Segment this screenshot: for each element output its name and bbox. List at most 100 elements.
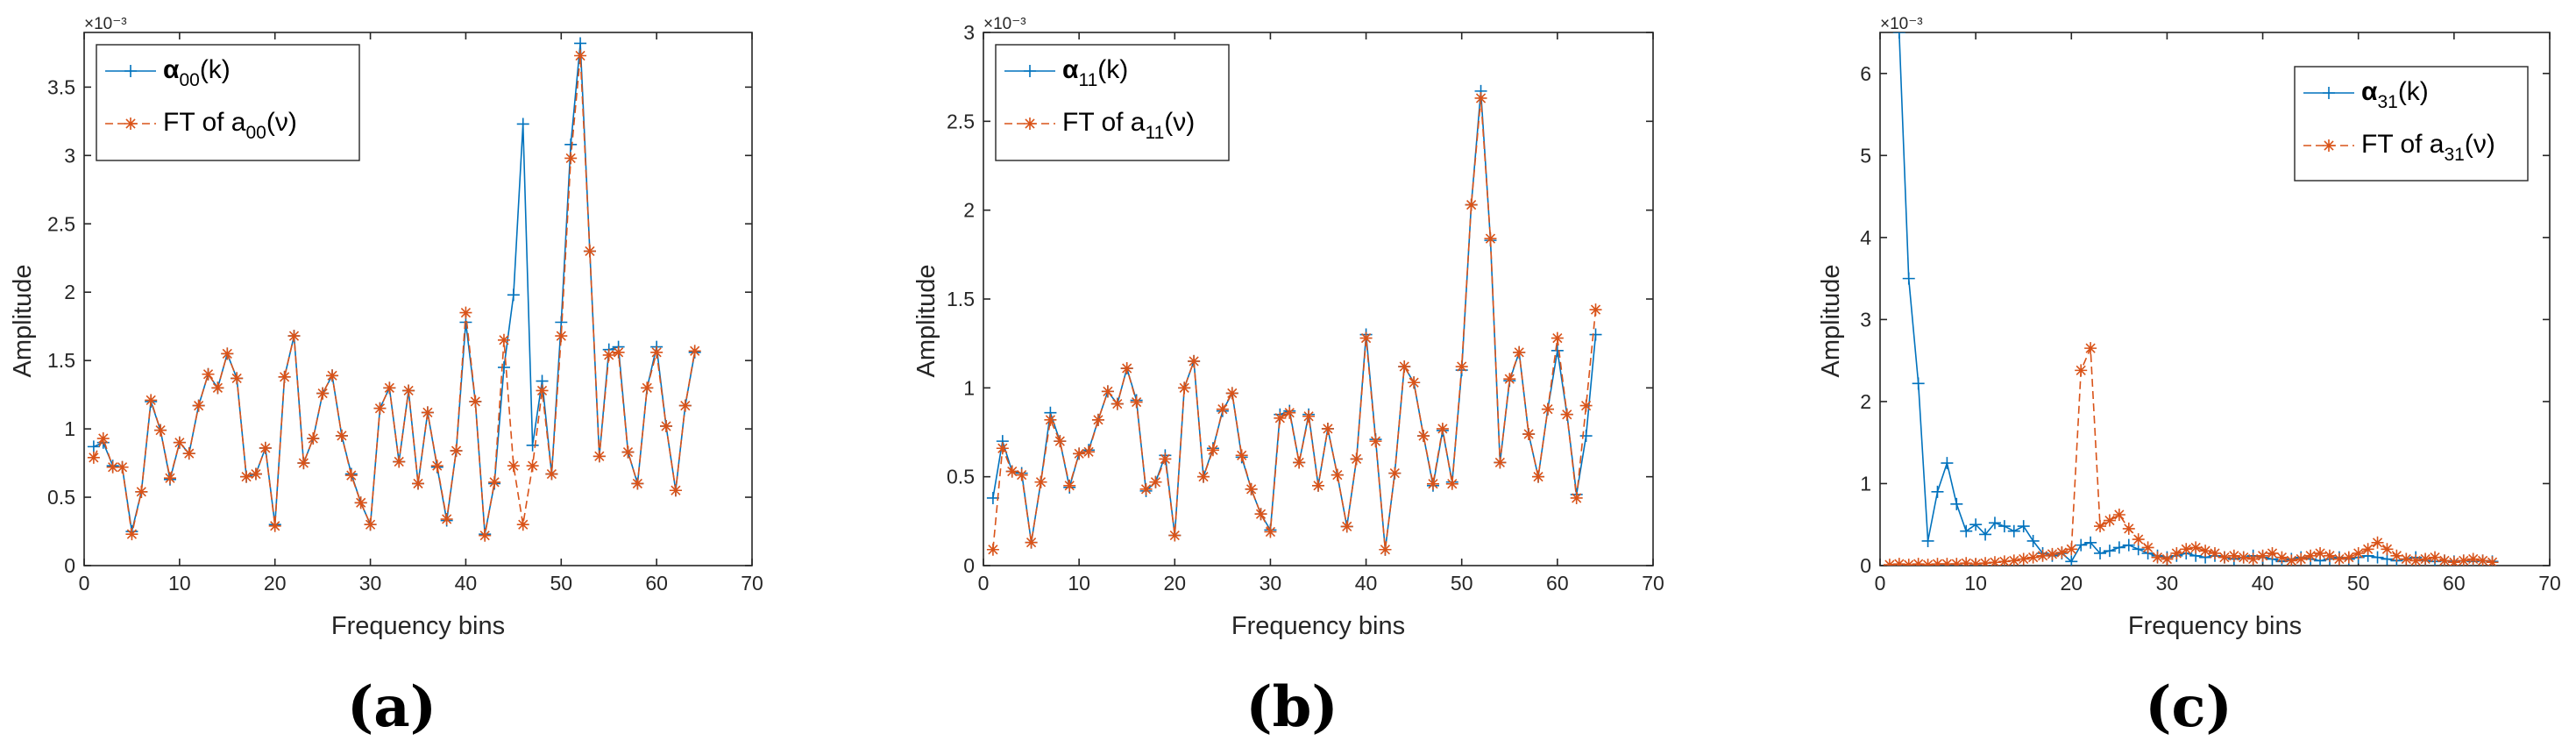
multiplier-label: ×10⁻³ — [983, 15, 1026, 33]
data-point-star — [574, 49, 587, 62]
data-point-star — [364, 518, 377, 531]
data-point-plus — [2065, 555, 2078, 566]
y-tick-label: 0 — [64, 554, 75, 577]
data-point-star — [173, 436, 186, 449]
x-tick-label: 40 — [455, 572, 478, 595]
data-point-star — [1950, 558, 1963, 566]
chart-panel-a: Amplitude Frequency bins ×10⁻³ (a) 0 10 20… — [9, 15, 763, 740]
y-tick-label: 5 — [1860, 144, 1871, 167]
data-point-star — [1188, 354, 1201, 367]
data-point-star — [1044, 413, 1057, 426]
data-point-plus — [2026, 534, 2040, 547]
data-point-star — [2371, 536, 2384, 549]
data-point-star — [2075, 364, 2088, 377]
data-point-plus — [1892, 32, 1905, 39]
data-point-star — [373, 402, 387, 415]
data-point-star — [2189, 541, 2203, 554]
data-point-star — [2295, 552, 2308, 566]
data-point-star — [154, 424, 167, 437]
data-point-star — [1960, 557, 1973, 566]
data-point-plus — [2371, 551, 2384, 564]
data-point-star — [1283, 406, 1296, 419]
series-line-ft — [992, 97, 1597, 550]
y-tick-label: 0 — [963, 554, 975, 577]
legend: α11(k) FT of a11(ν) — [995, 44, 1230, 161]
data-point-plus — [2007, 524, 2020, 538]
x-tick-label: 0 — [1875, 572, 1886, 595]
data-point-star — [1912, 558, 1925, 566]
data-point-plus — [2094, 546, 2107, 559]
ylabel: Amplitude — [1817, 265, 1845, 378]
data-point-star — [2046, 547, 2059, 560]
data-point-star — [2151, 551, 2164, 564]
data-point-star — [1503, 373, 1516, 386]
data-point-star — [678, 399, 692, 412]
data-point-star — [593, 450, 606, 463]
x-tick-label: 20 — [2060, 572, 2083, 595]
legend-label: α00(k) — [163, 55, 231, 90]
y-tick-label: 1.5 — [47, 349, 75, 372]
data-point-star — [1931, 558, 1944, 566]
data-point-star — [2161, 552, 2174, 566]
y-tick-label: 6 — [1860, 62, 1871, 85]
data-point-star — [1111, 397, 1124, 410]
data-point-star — [1579, 399, 1593, 412]
data-point-star — [2132, 533, 2145, 546]
data-point-star — [268, 519, 281, 532]
data-point-star — [2141, 541, 2154, 554]
series-group — [87, 37, 701, 542]
legend-box — [2294, 66, 2529, 182]
data-point-star — [1197, 470, 1210, 483]
data-point-star — [1082, 445, 1096, 459]
data-point-star — [2246, 552, 2260, 566]
legend-marker-star — [2323, 139, 2335, 152]
legend-marker-plus — [2323, 87, 2335, 99]
data-point-star — [1091, 413, 1104, 426]
data-point-star — [996, 442, 1009, 455]
data-point-star — [2438, 554, 2451, 566]
x-tick-label: 50 — [1451, 572, 1473, 595]
data-point-star — [2314, 546, 2327, 559]
data-point-star — [1921, 559, 1934, 566]
data-point-star — [2285, 554, 2298, 566]
x-tick-label: 30 — [359, 572, 382, 595]
x-tick-label: 0 — [79, 572, 90, 595]
data-point-star — [182, 447, 195, 460]
data-point-star — [2390, 549, 2403, 562]
data-point-star — [1340, 520, 1353, 533]
caption: (a) — [347, 674, 436, 740]
data-point-star — [2400, 552, 2413, 566]
caption: (b) — [1245, 674, 1338, 740]
data-point-star — [307, 432, 320, 445]
data-point-star — [1417, 430, 1430, 443]
data-point-star — [1054, 435, 1067, 448]
data-point-star — [669, 484, 682, 497]
data-point-star — [2457, 554, 2470, 566]
y-tick-label: 2 — [64, 281, 75, 303]
data-point-star — [1178, 381, 1191, 395]
data-point-star — [1101, 385, 1114, 398]
data-point-star — [135, 485, 148, 498]
data-point-star — [450, 445, 463, 458]
x-tick-label: 20 — [1163, 572, 1186, 595]
data-point-star — [2026, 551, 2040, 564]
data-point-star — [612, 345, 625, 359]
data-point-star — [278, 370, 291, 383]
legend-label: α11(k) — [1062, 55, 1128, 90]
legend-marker-star — [1024, 118, 1036, 130]
multiplier-label: ×10⁻³ — [1880, 15, 1923, 33]
data-point-star — [1408, 376, 1421, 389]
data-point-star — [287, 330, 301, 343]
data-point-star — [326, 369, 339, 382]
data-point-star — [488, 475, 501, 488]
data-point-star — [497, 333, 510, 346]
data-point-star — [1149, 475, 1162, 488]
data-point-star — [2486, 556, 2499, 566]
chart-panel-b: Amplitude Frequency bins ×10⁻³ (b) 0 10 20… — [912, 15, 1664, 740]
data-point-plus — [497, 360, 510, 374]
data-point-star — [125, 528, 138, 541]
data-point-plus — [1960, 524, 1973, 538]
data-point-star — [1388, 467, 1402, 480]
data-point-star — [2342, 551, 2355, 564]
